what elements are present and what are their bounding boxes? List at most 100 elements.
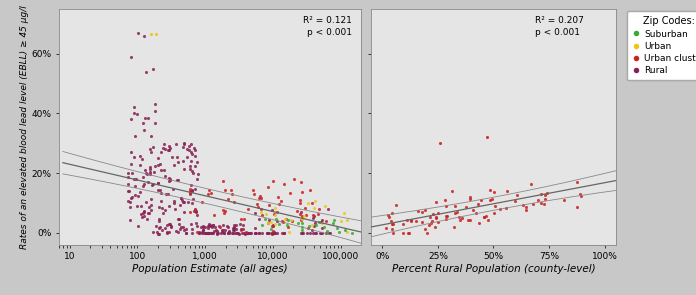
Point	[157, 206, 168, 210]
Point	[313, 212, 324, 216]
Point	[181, 155, 192, 160]
Point	[425, 214, 436, 219]
Point	[187, 168, 198, 173]
Point	[509, 199, 521, 204]
Point	[306, 200, 317, 205]
Point	[273, 222, 284, 227]
Point	[441, 213, 452, 218]
Point	[412, 209, 423, 214]
Point	[500, 206, 512, 210]
Point	[226, 188, 237, 193]
Point	[179, 200, 190, 205]
Point	[283, 218, 294, 223]
Point	[383, 215, 395, 219]
Point	[168, 201, 180, 206]
Point	[129, 183, 141, 188]
Point	[180, 230, 191, 235]
Point	[388, 230, 399, 235]
Point	[138, 181, 149, 186]
Point	[144, 147, 155, 152]
Point	[267, 232, 278, 237]
Point	[142, 115, 153, 120]
Point	[173, 217, 184, 221]
Point	[277, 219, 288, 224]
Point	[228, 226, 239, 230]
Point	[474, 221, 485, 225]
Point	[387, 210, 398, 215]
Point	[128, 105, 139, 110]
Point	[255, 196, 267, 201]
Point	[295, 180, 306, 184]
Point	[262, 230, 274, 235]
Point	[191, 176, 203, 181]
Point	[250, 211, 261, 216]
Point	[223, 224, 234, 229]
Point	[203, 224, 214, 229]
Point	[486, 196, 497, 201]
Point	[502, 189, 513, 194]
Point	[176, 224, 187, 229]
Point	[243, 230, 254, 235]
Point	[307, 223, 318, 228]
Point	[202, 230, 213, 235]
Point	[240, 230, 251, 235]
Point	[468, 208, 479, 213]
Point	[206, 225, 217, 230]
Point	[464, 218, 475, 222]
Point	[430, 216, 441, 220]
Point	[122, 182, 134, 186]
Point	[164, 179, 175, 184]
Legend: Suburban, Urban, Urban cluster, Rural: Suburban, Urban, Urban cluster, Rural	[627, 11, 696, 81]
Point	[285, 217, 296, 222]
Point	[270, 217, 281, 222]
Point	[232, 230, 243, 235]
Point	[481, 214, 492, 219]
Point	[289, 177, 300, 182]
Point	[539, 202, 550, 206]
Point	[129, 155, 140, 160]
Point	[156, 199, 167, 204]
Point	[137, 174, 148, 179]
Point	[490, 203, 501, 208]
Point	[539, 192, 551, 197]
Point	[262, 220, 274, 225]
Point	[281, 223, 292, 228]
Point	[152, 181, 164, 185]
Point	[197, 231, 208, 235]
Point	[223, 230, 234, 235]
Point	[152, 181, 164, 185]
Point	[253, 196, 264, 200]
Point	[152, 230, 163, 234]
Point	[178, 141, 189, 146]
Point	[125, 195, 136, 200]
Point	[149, 102, 160, 107]
Point	[158, 142, 169, 147]
Point	[126, 162, 137, 166]
Point	[174, 203, 185, 208]
Point	[189, 186, 200, 191]
Point	[296, 224, 308, 229]
Point	[521, 208, 532, 213]
Point	[185, 149, 196, 154]
Point	[205, 223, 216, 228]
Point	[168, 199, 180, 203]
Point	[450, 211, 461, 216]
X-axis label: Population Estimate (all ages): Population Estimate (all ages)	[132, 264, 288, 274]
Point	[302, 226, 313, 231]
Point	[155, 187, 166, 192]
Point	[340, 228, 351, 232]
Point	[309, 214, 320, 218]
Point	[317, 221, 328, 226]
Point	[122, 175, 134, 180]
Point	[481, 135, 492, 140]
Point	[193, 230, 204, 235]
Point	[267, 230, 278, 235]
Point	[191, 213, 203, 217]
Point	[242, 230, 253, 235]
Point	[159, 225, 171, 230]
Point	[178, 227, 189, 232]
Point	[202, 230, 213, 235]
Point	[223, 230, 234, 235]
Point	[147, 182, 158, 187]
Point	[192, 230, 203, 235]
